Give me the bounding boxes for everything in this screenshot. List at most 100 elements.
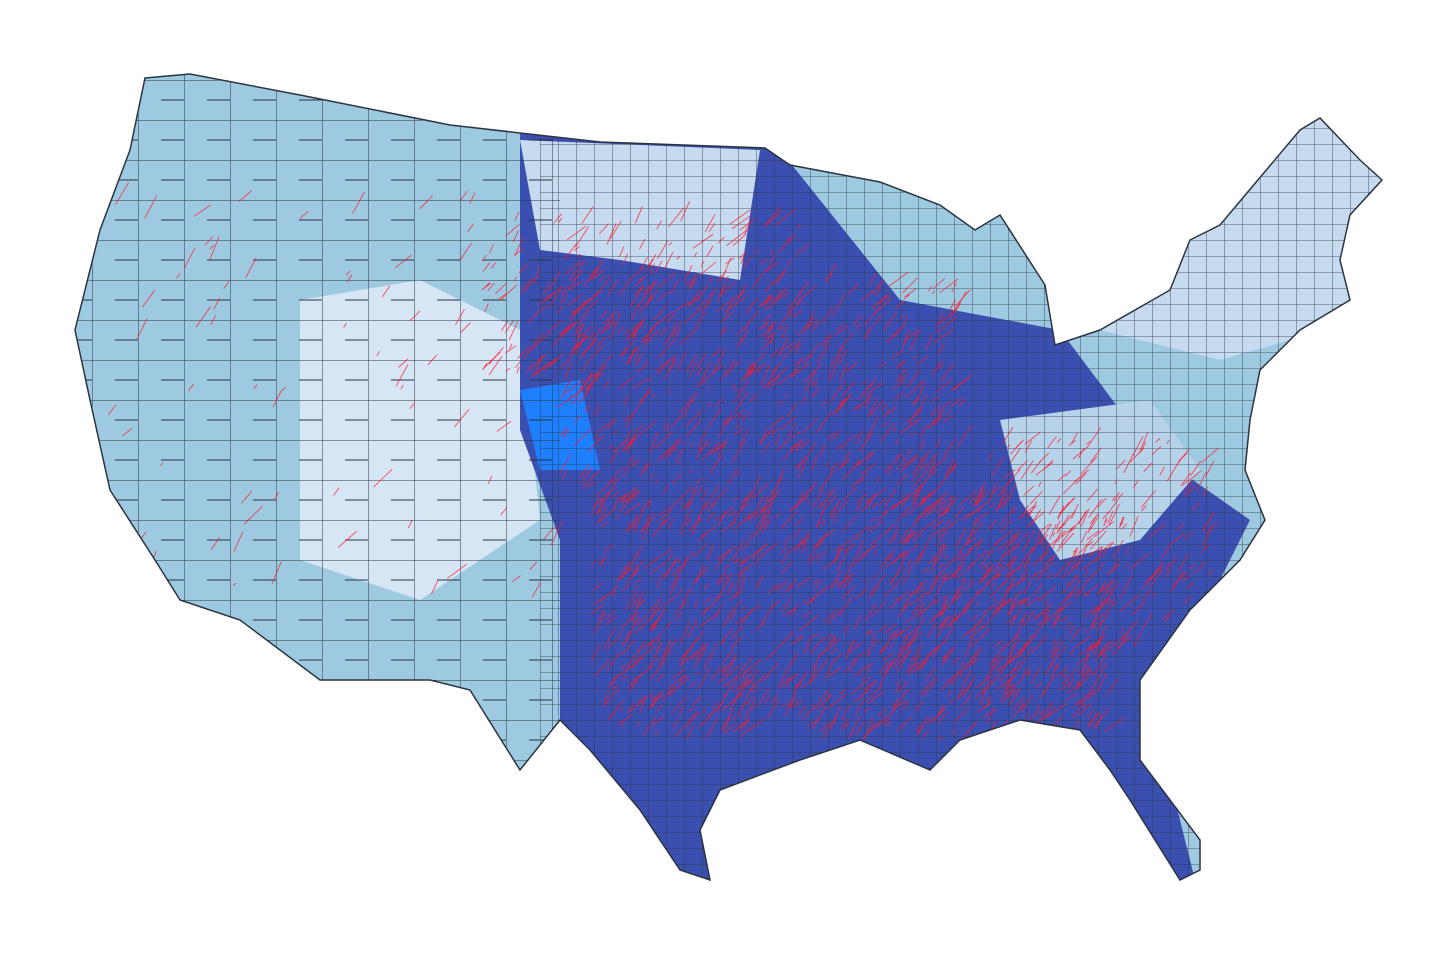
storm-track (741, 605, 746, 613)
storm-track (839, 349, 848, 364)
storm-track (902, 532, 916, 545)
storm-track (915, 582, 922, 595)
storm-track (1023, 581, 1031, 595)
storm-track (882, 404, 887, 411)
storm-track (809, 636, 826, 654)
storm-track (649, 561, 667, 575)
storm-track (700, 260, 705, 268)
storm-track (1052, 530, 1062, 550)
storm-track (631, 595, 641, 610)
storm-track (1148, 522, 1166, 539)
storm-track (795, 339, 801, 349)
storm-track (847, 283, 859, 296)
storm-track (925, 667, 936, 682)
storm-track (577, 294, 596, 313)
storm-track (926, 716, 932, 724)
storm-track (932, 612, 939, 620)
storm-track (786, 342, 795, 350)
storm-track (575, 226, 589, 248)
storm-track (684, 390, 699, 407)
storm-track (865, 578, 870, 584)
storm-track (573, 307, 578, 314)
storm-track (798, 705, 806, 716)
storm-track (776, 673, 799, 689)
storm-track (716, 571, 727, 584)
storm-track (687, 265, 693, 275)
storm-track (1069, 526, 1077, 533)
storm-track (656, 360, 670, 375)
storm-track (863, 707, 871, 714)
storm-track (887, 722, 891, 727)
storm-track (965, 537, 976, 546)
storm-track (945, 458, 955, 476)
storm-track (1202, 486, 1209, 497)
storm-track (957, 425, 972, 448)
storm-track (1101, 580, 1106, 591)
storm-track (1011, 660, 1021, 673)
storm-track (656, 704, 663, 712)
storm-track (1058, 600, 1074, 612)
storm-track (772, 270, 786, 285)
storm-track (1068, 626, 1075, 636)
storm-track (840, 718, 849, 730)
storm-track (708, 402, 712, 408)
storm-track (1029, 501, 1037, 515)
storm-track (1083, 628, 1089, 634)
storm-track (1070, 650, 1074, 655)
storm-track (710, 348, 722, 358)
storm-track (1097, 580, 1115, 595)
storm-track (649, 263, 655, 275)
storm-track (804, 369, 817, 394)
storm-track (922, 490, 936, 505)
storm-track (939, 546, 947, 553)
storm-track (763, 314, 772, 322)
storm-track (929, 604, 948, 624)
storm-track (1123, 453, 1135, 474)
storm-track (765, 320, 776, 338)
storm-track (780, 416, 796, 431)
storm-track (637, 275, 646, 284)
storm-track (725, 257, 735, 265)
storm-track (857, 525, 867, 540)
storm-track (819, 410, 832, 429)
storm-track (745, 683, 756, 699)
storm-track (634, 423, 644, 434)
storm-track (1060, 642, 1064, 647)
storm-track (657, 636, 661, 643)
storm-track (632, 377, 648, 389)
storm-track (734, 391, 749, 412)
storm-track (931, 599, 936, 603)
storm-track (862, 723, 876, 739)
storm-track (667, 674, 686, 690)
storm-track (830, 584, 834, 590)
storm-track (593, 590, 615, 606)
storm-track (1107, 510, 1114, 524)
storm-track (589, 331, 595, 341)
storm-track (600, 522, 608, 528)
storm-track (781, 324, 789, 340)
storm-track (1027, 670, 1031, 675)
storm-track (1057, 497, 1075, 518)
storm-track (1061, 646, 1067, 651)
storm-track (835, 398, 844, 415)
storm-track (1096, 662, 1107, 682)
storm-track (650, 393, 656, 398)
storm-track (777, 286, 788, 299)
storm-track (701, 366, 719, 386)
storm-track (841, 521, 853, 532)
storm-track (1142, 587, 1152, 602)
storm-track (691, 566, 709, 585)
storm-track (1041, 707, 1056, 721)
storm-track (740, 495, 750, 503)
storm-track (1072, 547, 1079, 553)
storm-track (625, 435, 638, 453)
storm-track (906, 662, 920, 673)
storm-track (951, 661, 965, 685)
storm-track (965, 523, 983, 542)
storm-track (598, 610, 605, 621)
storm-track (850, 472, 868, 488)
storm-track (1155, 437, 1161, 443)
storm-track (969, 496, 975, 504)
storm-track (1032, 635, 1047, 654)
storm-track (718, 417, 728, 438)
